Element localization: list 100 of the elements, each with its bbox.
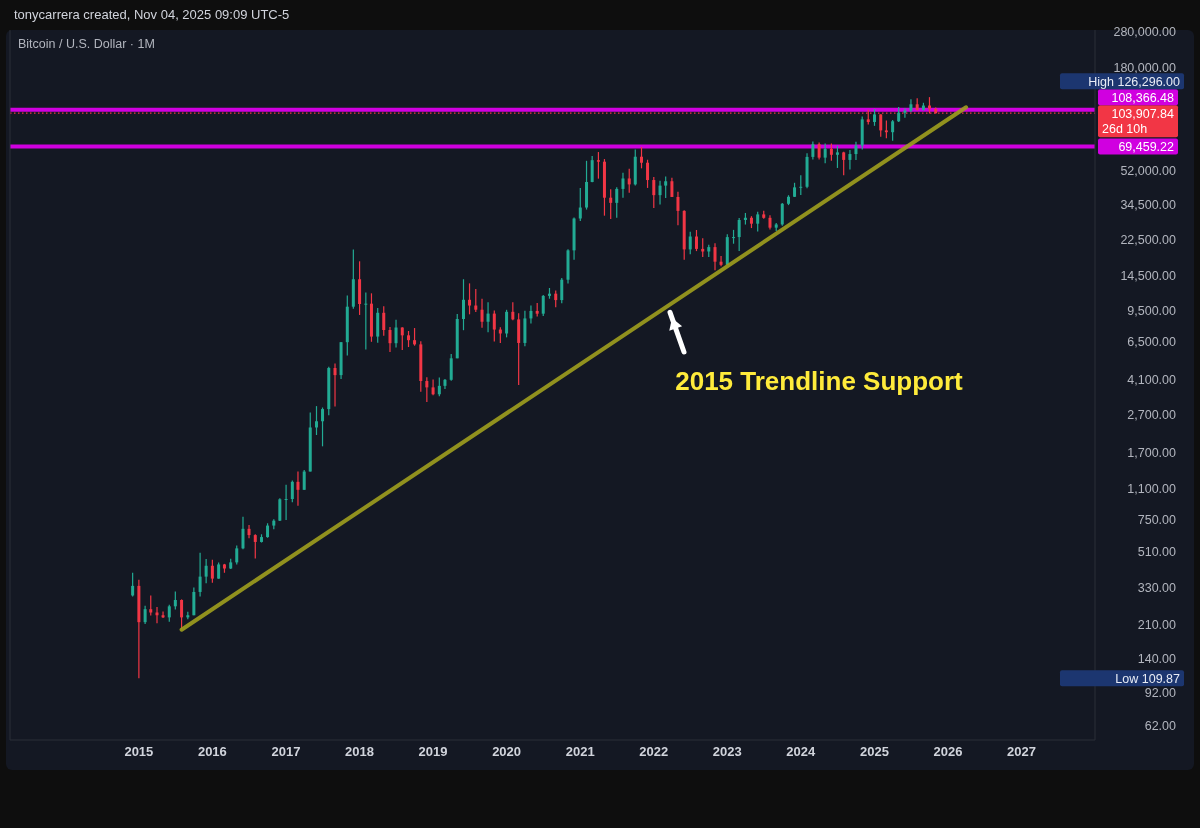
candlestick bbox=[437, 377, 441, 397]
candlestick bbox=[652, 176, 656, 209]
candlestick bbox=[529, 305, 533, 325]
candlestick bbox=[449, 353, 453, 382]
candlestick bbox=[296, 470, 300, 507]
text: Bitcoin / U.S. Dollar · 1M bbox=[18, 37, 155, 51]
candlestick bbox=[290, 479, 294, 503]
x-tick-label: 2015 bbox=[124, 744, 154, 759]
y-tick-label: 750.00 bbox=[1137, 513, 1177, 528]
x-tick-label: 2020 bbox=[492, 744, 522, 759]
candlestick bbox=[640, 146, 644, 169]
candlestick bbox=[204, 558, 208, 584]
candlestick bbox=[780, 202, 784, 227]
x-tick-label: 2019 bbox=[418, 744, 448, 759]
candlestick bbox=[903, 107, 907, 119]
price-tag: Low 109.87 bbox=[1060, 670, 1184, 687]
y-tick-label: 92.00 bbox=[1144, 686, 1177, 701]
candlestick bbox=[694, 229, 698, 252]
y-tick-label: 9,500.00 bbox=[1127, 304, 1177, 318]
candlestick bbox=[425, 376, 429, 403]
x-tick-label: 2017 bbox=[271, 744, 301, 759]
candlestick bbox=[235, 544, 239, 566]
candlestick bbox=[394, 319, 398, 349]
y-tick-label: 180,000.00 bbox=[1113, 61, 1177, 76]
candlestick bbox=[192, 587, 196, 616]
annotation: 2015 Trendline Support bbox=[675, 366, 964, 396]
candlestick bbox=[407, 330, 411, 348]
candlestick bbox=[474, 288, 478, 313]
candlestick bbox=[461, 278, 465, 331]
candlestick bbox=[756, 211, 760, 233]
candlestick bbox=[131, 572, 135, 598]
candlestick bbox=[664, 175, 668, 199]
ref-line-label: 103,907.84 bbox=[1111, 106, 1175, 121]
candlestick bbox=[873, 108, 876, 127]
x-tick-label: 2023 bbox=[712, 744, 742, 759]
y-tick-label: 62.00 bbox=[1144, 718, 1177, 733]
candlestick bbox=[646, 159, 650, 189]
candlestick bbox=[713, 242, 717, 271]
candlestick bbox=[149, 594, 153, 617]
candlestick bbox=[241, 516, 245, 550]
candlestick bbox=[560, 277, 564, 304]
candlestick bbox=[811, 140, 815, 161]
candlestick bbox=[161, 610, 165, 619]
candlestick bbox=[541, 294, 545, 317]
text: 26d 10h bbox=[1102, 122, 1148, 137]
y-tick-label: 34,500.00 bbox=[1120, 197, 1177, 212]
y-tick-label: 14,500.00 bbox=[1120, 269, 1177, 284]
ref-line-label: 108,366.48 bbox=[1111, 90, 1175, 105]
x-tick-label: 2026 bbox=[933, 744, 963, 759]
x-tick-label: 2027 bbox=[1007, 744, 1036, 759]
candlestick bbox=[787, 194, 791, 206]
x-tick-label: 2016 bbox=[197, 744, 227, 759]
candlestick bbox=[486, 301, 490, 333]
candlestick bbox=[143, 605, 147, 625]
candlestick bbox=[799, 174, 803, 196]
candlestick bbox=[376, 307, 380, 344]
candlestick bbox=[314, 405, 318, 436]
candlestick bbox=[517, 312, 521, 386]
x-tick-label: 2018 bbox=[345, 744, 375, 759]
y-tick-label: 280,000.00 bbox=[1113, 24, 1177, 39]
candlestick bbox=[621, 172, 625, 199]
y-tick-label: 22,500.00 bbox=[1120, 232, 1177, 247]
price-tag: High 126,296.00 bbox=[1060, 73, 1184, 90]
candlestick bbox=[468, 282, 472, 315]
x-tick-label: 2025 bbox=[860, 744, 889, 759]
candlestick bbox=[891, 119, 895, 142]
y-tick-label: 330.00 bbox=[1137, 581, 1177, 596]
candlestick bbox=[823, 142, 827, 164]
candlestick bbox=[480, 298, 484, 329]
ref-line-label: 69,459.22 bbox=[1118, 139, 1175, 154]
candlestick bbox=[284, 484, 288, 521]
y-tick-label: 4,100.00 bbox=[1127, 373, 1177, 388]
x-tick-label: 2021 bbox=[565, 744, 595, 759]
y-tick-label: 510.00 bbox=[1137, 545, 1177, 560]
candlestick bbox=[615, 186, 619, 219]
candlestick bbox=[848, 149, 852, 171]
candlestick bbox=[627, 168, 631, 194]
y-tick-label: 1,100.00 bbox=[1127, 481, 1177, 496]
chart-subtitle: tonycarrera created, Nov 04, 2025 09:09 UTC-5 bbox=[14, 7, 290, 22]
candlestick bbox=[333, 362, 337, 407]
y-tick-label: 140.00 bbox=[1137, 651, 1177, 666]
x-tick-label: 2022 bbox=[639, 744, 669, 759]
y-tick-label: 52,000.00 bbox=[1120, 163, 1177, 178]
candlestick bbox=[737, 217, 741, 252]
candlestick bbox=[431, 378, 435, 396]
candlestick bbox=[302, 469, 306, 491]
candlestick bbox=[658, 180, 662, 206]
candlestick bbox=[596, 151, 600, 180]
candlestick bbox=[676, 191, 680, 226]
y-tick-label: 1,700.00 bbox=[1127, 445, 1177, 460]
candlestick bbox=[609, 188, 613, 220]
candlestick bbox=[835, 145, 839, 169]
candlestick bbox=[388, 326, 392, 353]
candlestick bbox=[382, 305, 386, 337]
candlestick bbox=[173, 590, 177, 611]
x-tick-label: 2024 bbox=[786, 744, 817, 759]
candlestick bbox=[688, 231, 692, 255]
candlestick bbox=[180, 598, 184, 630]
y-tick-label: 6,500.00 bbox=[1127, 335, 1177, 350]
candlestick bbox=[492, 309, 496, 343]
